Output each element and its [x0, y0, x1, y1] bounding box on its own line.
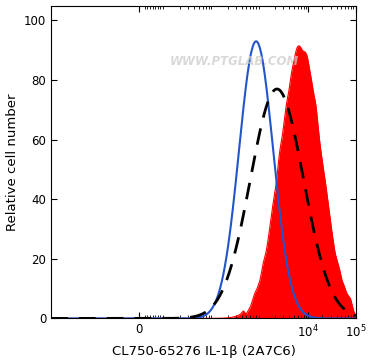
X-axis label: CL750-65276 IL-1β (2A7C6): CL750-65276 IL-1β (2A7C6): [112, 345, 295, 359]
Y-axis label: Relative cell number: Relative cell number: [6, 93, 19, 231]
Text: WWW.PTGLAB.COM: WWW.PTGLAB.COM: [169, 55, 298, 68]
